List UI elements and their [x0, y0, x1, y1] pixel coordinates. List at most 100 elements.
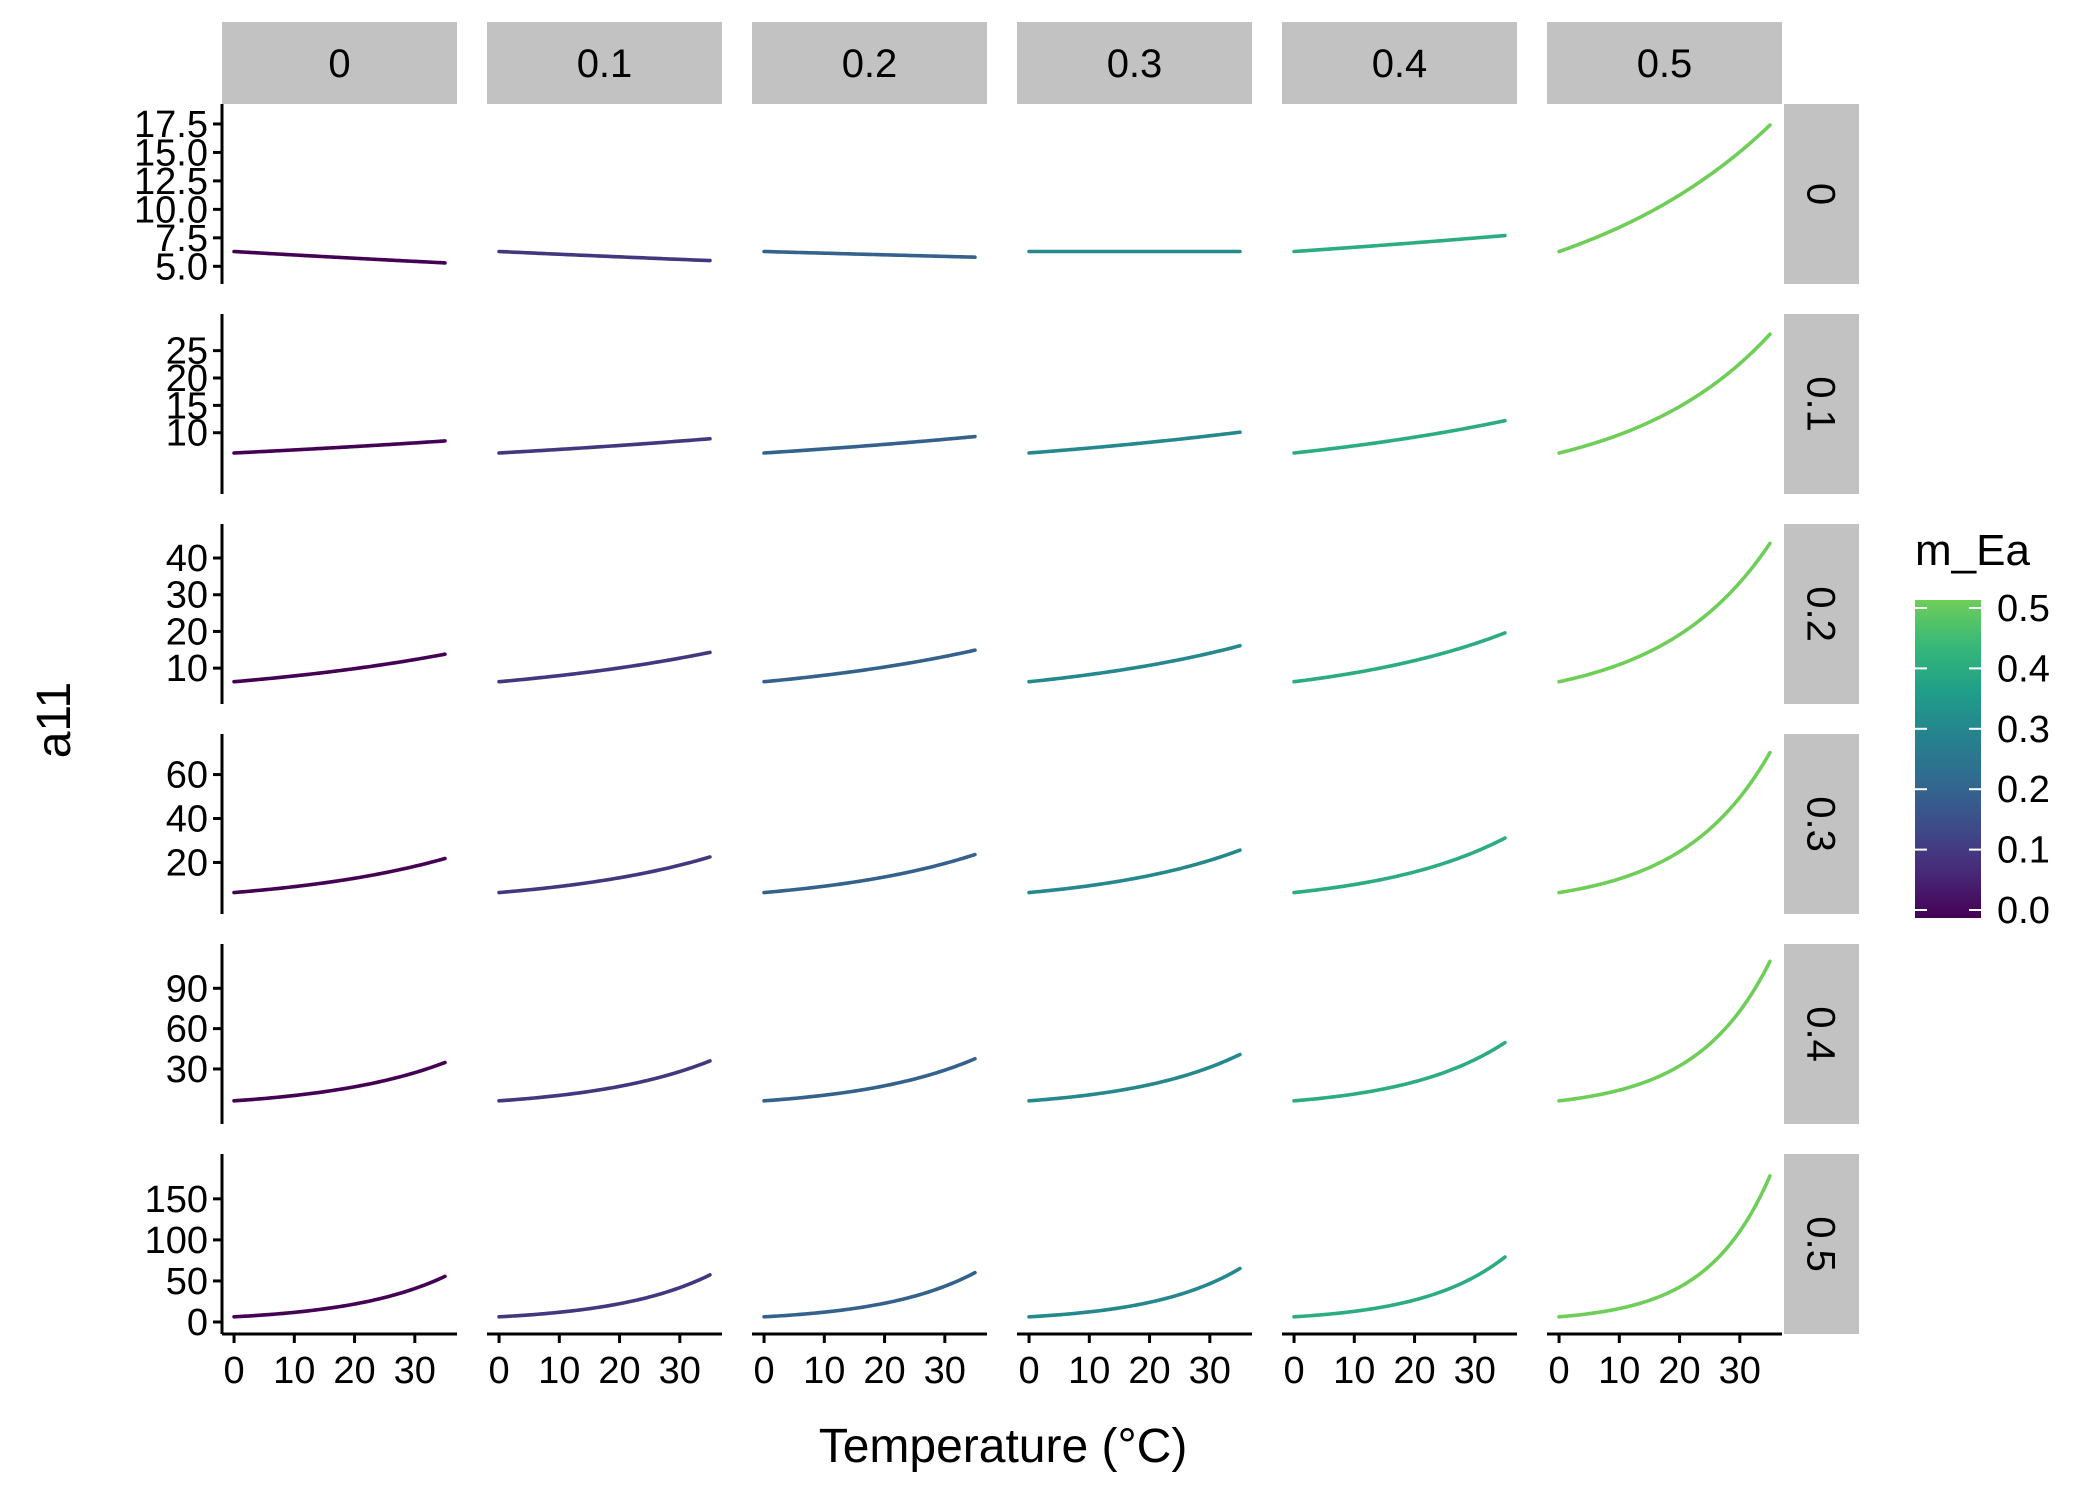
- x-axis: 0 10 20 30: [752, 1332, 987, 1392]
- x-tick-label: 20: [598, 1350, 640, 1392]
- x-tick-label: 30: [1454, 1350, 1496, 1392]
- x-tick-label: 20: [1658, 1350, 1700, 1392]
- x-tick-label: 10: [1598, 1350, 1640, 1392]
- series-line: [1557, 750, 1772, 895]
- strip-background: [1547, 22, 1782, 104]
- y-axis-title: a11: [28, 682, 81, 759]
- legend-ticks: 0.0 0.1 0.2 0.3 0.4 0.5: [1915, 588, 2050, 932]
- column-strip-label: 0.1: [577, 42, 633, 86]
- y-tick-label: 0: [187, 1302, 208, 1344]
- row-strip-label: 0.3: [1799, 796, 1843, 852]
- x-tick-label: 30: [1719, 1350, 1761, 1392]
- x-tick-label: 30: [394, 1350, 436, 1392]
- column-strip-label: 0: [328, 42, 350, 86]
- strip-background: [1017, 22, 1252, 104]
- y-tick-label: 10: [166, 648, 208, 690]
- x-axis-title: Temperature (°C): [819, 1420, 1188, 1473]
- axes: 5.07.510.012.515.017.5101520251020304020…: [134, 104, 1782, 1392]
- y-tick-label: 20: [166, 842, 208, 884]
- x-tick-label: 20: [333, 1350, 375, 1392]
- x-axis: 0 10 20 30: [1017, 1332, 1252, 1392]
- series-line: [1557, 541, 1772, 684]
- series-line: [1557, 123, 1772, 254]
- strip-background: [1784, 1154, 1859, 1334]
- strip-background: [222, 22, 457, 104]
- column-strip: 0: [222, 22, 457, 104]
- series-line: [1292, 418, 1507, 455]
- y-tick-label: 15: [166, 385, 208, 427]
- x-tick-label: 30: [1189, 1350, 1231, 1392]
- strip-background: [487, 22, 722, 104]
- row-strip: 0: [1784, 104, 1859, 284]
- y-tick-label: 12.5: [134, 161, 208, 203]
- row-strip-label: 0.2: [1799, 586, 1843, 642]
- legend-title: m_Ea: [1915, 526, 2030, 575]
- series-line: [232, 856, 447, 895]
- series-line: [1027, 643, 1242, 684]
- x-tick-label: 30: [924, 1350, 966, 1392]
- series-line: [232, 1060, 447, 1103]
- column-strip: 0.5: [1547, 22, 1782, 104]
- series-line: [1027, 430, 1242, 455]
- series-line: [1292, 233, 1507, 254]
- y-tick-label: 60: [166, 1009, 208, 1051]
- y-tick-label: 25: [166, 331, 208, 373]
- series-line: [762, 1270, 977, 1319]
- y-tick-label: 40: [166, 538, 208, 580]
- series-line: [497, 1059, 712, 1103]
- x-tick-label: 0: [1283, 1350, 1304, 1392]
- x-tick-label: 0: [753, 1350, 774, 1392]
- x-axis: 0 10 20 30: [1282, 1332, 1517, 1392]
- legend-tick-label: 0.2: [1997, 769, 2050, 811]
- column-strip-label: 0.5: [1637, 42, 1693, 86]
- column-strips: 0 0.1 0.2 0.3 0.4 0.5: [222, 22, 1782, 104]
- series-line: [497, 650, 712, 684]
- row-strip: 0.4: [1784, 944, 1859, 1124]
- strip-background: [1784, 104, 1859, 284]
- row-strip: 0.5: [1784, 1154, 1859, 1334]
- series-line: [762, 648, 977, 684]
- facet-panels: [232, 123, 1772, 1319]
- x-tick-label: 20: [1128, 1350, 1170, 1392]
- series-line: [1292, 1255, 1507, 1319]
- legend-tick-label: 0.3: [1997, 709, 2050, 751]
- row-strip-label: 0.1: [1799, 376, 1843, 432]
- y-axis: 5.07.510.012.515.017.5: [134, 104, 224, 288]
- row-strip-label: 0.4: [1799, 1006, 1843, 1062]
- series-line: [232, 249, 447, 265]
- legend-colorbar: [1915, 600, 1981, 918]
- series-line: [1292, 631, 1507, 684]
- series-line: [1027, 848, 1242, 895]
- y-tick-label: 90: [166, 968, 208, 1010]
- x-tick-label: 0: [1018, 1350, 1039, 1392]
- y-tick-label: 30: [166, 1049, 208, 1091]
- legend-tick-label: 0.0: [1997, 890, 2050, 932]
- series-line: [1557, 1174, 1772, 1319]
- series-line: [232, 1274, 447, 1319]
- y-tick-label: 30: [166, 575, 208, 617]
- strip-background: [1784, 524, 1859, 704]
- series-line: [232, 652, 447, 684]
- x-tick-label: 20: [1393, 1350, 1435, 1392]
- x-axis: 0 10 20 30: [487, 1332, 722, 1392]
- column-strip: 0.1: [487, 22, 722, 104]
- series-line: [1027, 1052, 1242, 1103]
- x-tick-label: 20: [863, 1350, 905, 1392]
- series-line: [497, 249, 712, 263]
- x-tick-label: 10: [538, 1350, 580, 1392]
- legend-tick-label: 0.1: [1997, 830, 2050, 872]
- y-tick-label: 17.5: [134, 104, 208, 146]
- y-tick-label: 7.5: [155, 218, 208, 260]
- y-tick-label: 60: [166, 755, 208, 797]
- y-tick-label: 10.0: [134, 189, 208, 231]
- row-strips: 0 0.1 0.2 0.3 0.4 0.5: [1784, 104, 1859, 1334]
- series-line: [762, 434, 977, 455]
- strip-background: [752, 22, 987, 104]
- column-strip: 0.2: [752, 22, 987, 104]
- series-line: [232, 439, 447, 455]
- series-line: [762, 852, 977, 895]
